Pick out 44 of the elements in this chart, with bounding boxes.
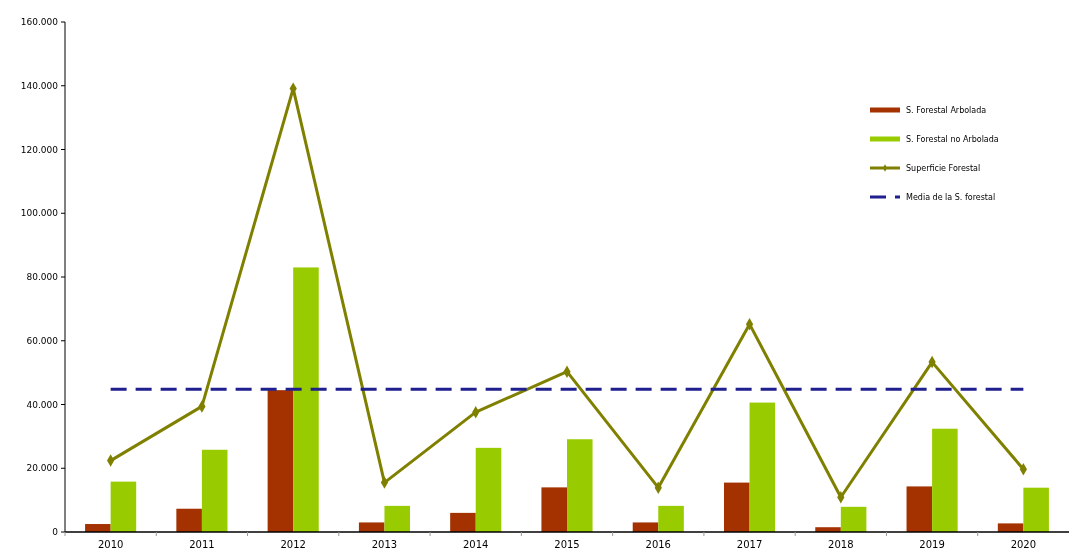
y-tick-label: 120.000 bbox=[20, 144, 59, 155]
y-tick-label: 20.000 bbox=[26, 463, 59, 474]
x-tick-label: 2013 bbox=[371, 539, 398, 550]
bar bbox=[358, 522, 385, 532]
y-tick-label: 140.000 bbox=[20, 80, 59, 91]
bar bbox=[541, 487, 567, 532]
y-tick-label: 100.000 bbox=[20, 208, 59, 219]
x-tick-label: 2011 bbox=[189, 539, 215, 550]
legend-label: S. Forestal Arbolada bbox=[906, 105, 987, 115]
x-tick-label: 2010 bbox=[97, 539, 124, 550]
y-tick-label: 160.000 bbox=[20, 17, 59, 28]
x-tick-label: 2014 bbox=[463, 539, 489, 550]
bar bbox=[384, 505, 411, 532]
bar bbox=[293, 267, 319, 532]
legend-label: S. Forestal no Arbolada bbox=[906, 134, 999, 144]
y-tick-label: 60.000 bbox=[26, 335, 59, 346]
bar bbox=[658, 505, 684, 532]
bar bbox=[840, 506, 867, 532]
x-tick-label: 2016 bbox=[645, 539, 671, 550]
bar bbox=[475, 447, 502, 532]
y-tick-label: 0 bbox=[52, 527, 59, 538]
bar bbox=[201, 449, 228, 532]
y-tick-label: 80.000 bbox=[26, 272, 59, 283]
x-tick-label: 2012 bbox=[280, 539, 306, 550]
bar bbox=[110, 481, 137, 532]
bar bbox=[450, 512, 476, 532]
x-tick-label: 2017 bbox=[736, 539, 763, 550]
x-tick-label: 2019 bbox=[919, 539, 945, 550]
bar bbox=[267, 390, 294, 532]
bar bbox=[567, 439, 593, 532]
legend-label: Superficie Forestal bbox=[906, 163, 981, 173]
bar bbox=[1023, 487, 1049, 532]
bar bbox=[906, 486, 933, 532]
bar bbox=[997, 523, 1024, 532]
bar bbox=[723, 482, 750, 532]
x-tick-label: 2018 bbox=[828, 539, 854, 550]
bar bbox=[176, 508, 202, 532]
x-tick-label: 2015 bbox=[554, 539, 580, 550]
bar bbox=[632, 522, 659, 532]
legend-label: Media de la S. forestal bbox=[906, 192, 996, 202]
bar bbox=[932, 428, 958, 532]
bar bbox=[749, 402, 776, 532]
y-tick-label: 40.000 bbox=[26, 399, 59, 410]
x-tick-label: 2020 bbox=[1010, 539, 1037, 550]
